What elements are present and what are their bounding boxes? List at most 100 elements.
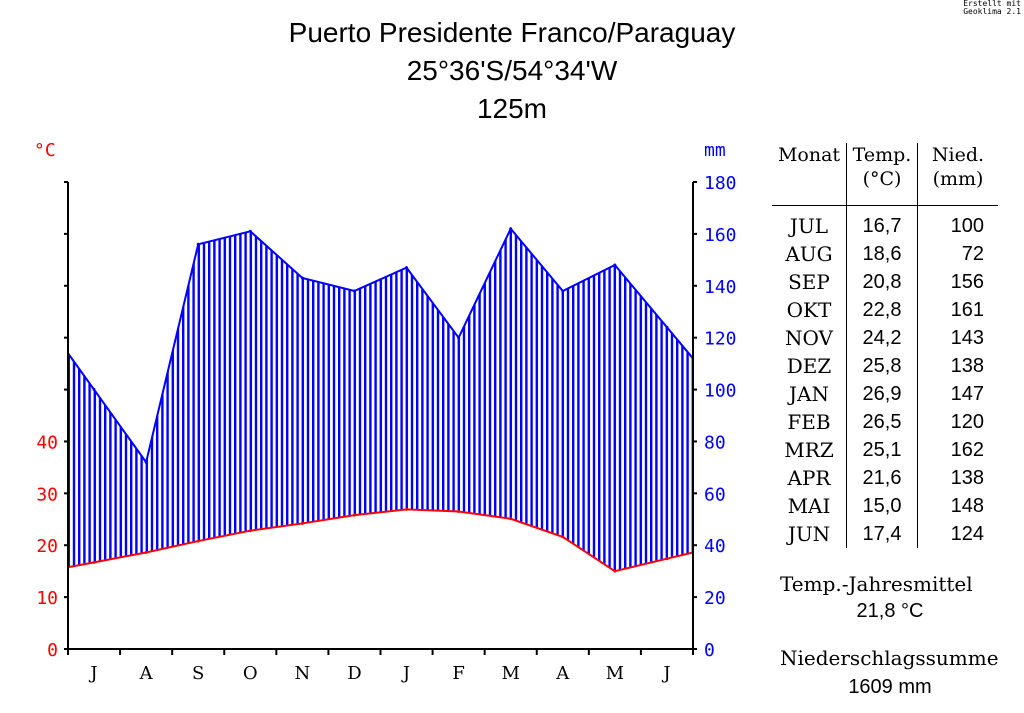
month-cell: OKT bbox=[786, 298, 832, 322]
month-label: J bbox=[661, 663, 670, 684]
temperature-point bbox=[300, 521, 304, 525]
precipitation-point bbox=[665, 325, 669, 329]
right-tick-label: 160 bbox=[704, 225, 737, 246]
table-body: JUL 16,7 100 AUG 18,6 72 SEP 20,8 156 OKT 22,8 161 N… bbox=[772, 205, 998, 548]
precip-cell: 148 bbox=[917, 492, 998, 520]
month-label: S bbox=[192, 663, 204, 684]
precipitation-point bbox=[352, 289, 356, 293]
temperature-point bbox=[405, 507, 409, 511]
temperature-point bbox=[248, 529, 252, 533]
month-cell: FEB bbox=[787, 410, 831, 434]
month-label: N bbox=[295, 663, 311, 684]
month-label: A bbox=[139, 663, 154, 684]
temp-cell: 18,6 bbox=[846, 240, 918, 268]
precip-cell: 138 bbox=[917, 464, 998, 492]
temperature-point bbox=[92, 560, 96, 564]
chart-title: Puerto Presidente Franco/Paraguay bbox=[288, 17, 736, 48]
table-row: SEP 20,8 156 bbox=[772, 268, 998, 296]
month-cell: APR bbox=[787, 466, 831, 490]
month-cell: JAN bbox=[789, 382, 829, 406]
right-tick-label: 100 bbox=[704, 381, 737, 402]
temp-cell: 21,6 bbox=[846, 464, 918, 492]
precip-cell: 72 bbox=[917, 240, 998, 268]
month-cell: JUL bbox=[789, 214, 829, 238]
precipitation-line bbox=[67, 226, 694, 465]
annual-mean-label: Temp.-Jahresmittel bbox=[780, 572, 973, 596]
chart-layer: 0 10 20 30 40 0 20 40 60 80 100 120 140 160 180 °C mm J A S… bbox=[34, 140, 737, 684]
left-tick-label: 20 bbox=[36, 536, 58, 557]
precipitation-point bbox=[196, 242, 200, 246]
header-precip: Nied. (mm) bbox=[917, 143, 998, 206]
humid-area bbox=[68, 228, 693, 572]
temp-cell: 26,9 bbox=[846, 380, 918, 408]
temperature-point bbox=[561, 535, 565, 539]
temp-cell: 15,0 bbox=[846, 492, 918, 520]
precipitation-point bbox=[248, 229, 252, 233]
table-header-row: Monat Temp. (°C) Nied. (mm) bbox=[772, 143, 998, 206]
temperature-point bbox=[613, 569, 617, 573]
watermark: Erstellt mit Geoklima 2.1 bbox=[951, 0, 1021, 16]
right-tick-label: 20 bbox=[704, 588, 726, 609]
month-cell: MRZ bbox=[784, 438, 834, 462]
table-row: OKT 22,8 161 bbox=[772, 296, 998, 324]
precip-cell: 156 bbox=[917, 268, 998, 296]
table-row: JUN 17,4 124 bbox=[772, 520, 998, 548]
climate-table: Monat Temp. (°C) Nied. (mm) JUL 16,7 100 AUG 1… bbox=[772, 143, 998, 548]
temp-cell: 25,8 bbox=[846, 352, 918, 380]
left-axis-unit: °C bbox=[34, 140, 56, 161]
chart-elevation: 125m bbox=[476, 93, 548, 124]
table-row: APR 21,6 138 bbox=[772, 464, 998, 492]
precipitation-point bbox=[300, 276, 304, 280]
month-label: A bbox=[555, 663, 570, 684]
precipitation-point bbox=[457, 336, 461, 340]
right-tick-label: 40 bbox=[704, 536, 726, 557]
left-tick-label: 30 bbox=[36, 484, 58, 505]
right-tick-label: 140 bbox=[704, 277, 737, 298]
precipitation-point bbox=[405, 266, 409, 270]
precipitation-point bbox=[613, 263, 617, 267]
month-cell: SEP bbox=[788, 270, 830, 294]
precip-cell: 124 bbox=[917, 520, 998, 548]
precipitation-point bbox=[144, 460, 148, 464]
precip-cell: 120 bbox=[917, 408, 998, 436]
month-label: O bbox=[243, 663, 258, 684]
month-label: M bbox=[606, 663, 624, 684]
precip-cell: 143 bbox=[917, 324, 998, 352]
temp-cell: 17,4 bbox=[846, 520, 918, 548]
temperature-point bbox=[144, 550, 148, 554]
month-label: J bbox=[88, 663, 97, 684]
month-cell: NOV bbox=[785, 326, 833, 350]
right-axis-unit: mm bbox=[704, 140, 726, 161]
precip-cell: 100 bbox=[917, 205, 998, 240]
month-label: M bbox=[501, 663, 519, 684]
annual-mean-value: 21,8 °C bbox=[856, 600, 924, 622]
precipitation-point bbox=[509, 227, 513, 231]
table-row: JUL 16,7 100 bbox=[772, 205, 998, 240]
month-cell: MAI bbox=[787, 494, 831, 518]
temperature-point bbox=[665, 557, 669, 561]
month-label: J bbox=[401, 663, 410, 684]
watermark-line-2: Geoklima 2.1 bbox=[963, 7, 1021, 16]
temperature-line bbox=[67, 508, 694, 573]
right-tick-label: 180 bbox=[704, 173, 737, 194]
left-tick-label: 10 bbox=[36, 588, 58, 609]
header-temp: Temp. (°C) bbox=[846, 143, 918, 206]
left-tick-label: 40 bbox=[36, 432, 58, 453]
month-cell: AUG bbox=[785, 242, 833, 266]
temperature-point bbox=[457, 509, 461, 513]
right-tick-label: 0 bbox=[704, 640, 715, 661]
table-row: FEB 26,5 120 bbox=[772, 408, 998, 436]
table-row: AUG 18,6 72 bbox=[772, 240, 998, 268]
precipitation-point bbox=[92, 388, 96, 392]
table-row: MRZ 25,1 162 bbox=[772, 436, 998, 464]
temp-cell: 24,2 bbox=[846, 324, 918, 352]
table-row: NOV 24,2 143 bbox=[772, 324, 998, 352]
annual-sum-label: Niederschlagssumme bbox=[780, 646, 999, 670]
month-cell: DEZ bbox=[786, 354, 832, 378]
right-tick-label: 80 bbox=[704, 432, 726, 453]
precip-cell: 161 bbox=[917, 296, 998, 324]
annual-sum-value: 1609 mm bbox=[848, 676, 932, 698]
right-tick-label: 60 bbox=[704, 484, 726, 505]
table-row: JAN 26,9 147 bbox=[772, 380, 998, 408]
